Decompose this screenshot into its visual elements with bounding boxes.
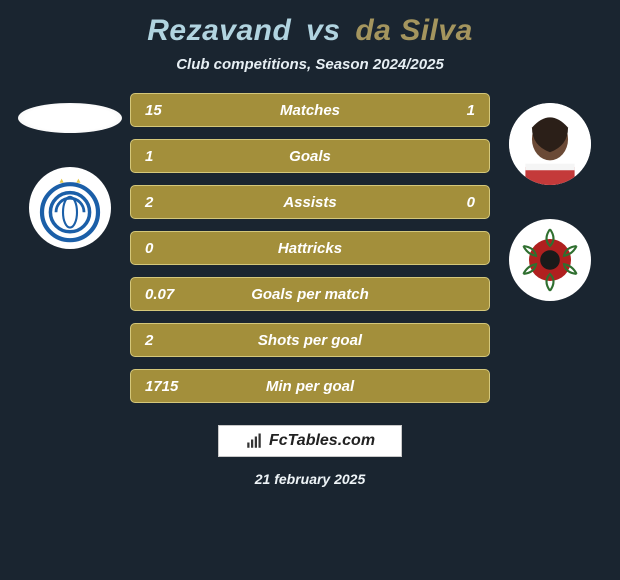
- stat-row: 15Matches1: [130, 93, 490, 127]
- stat-row: 0.07Goals per match: [130, 277, 490, 311]
- stat-label: Matches: [205, 102, 415, 119]
- stat-label: Goals per match: [205, 286, 415, 303]
- stat-right: 1: [415, 102, 475, 119]
- stat-label: Goals: [205, 148, 415, 165]
- alrayyan-logo-icon: [515, 225, 585, 295]
- player2-name: da Silva: [355, 14, 472, 47]
- stat-left: 15: [145, 102, 205, 119]
- date-text: 21 february 2025: [255, 471, 366, 487]
- stat-right: 0: [415, 194, 475, 211]
- stat-row: 1715Min per goal: [130, 369, 490, 403]
- subtitle: Club competitions, Season 2024/2025: [176, 56, 444, 73]
- stat-row: 1Goals: [130, 139, 490, 173]
- watermark: FcTables.com: [218, 425, 402, 457]
- right-side: [500, 93, 600, 301]
- infographic-container: Rezavand vs da Silva Club competitions, …: [0, 0, 620, 580]
- main-row: 15Matches11Goals2Assists00Hattricks0.07G…: [20, 93, 600, 403]
- player2-club-logo: [509, 219, 591, 301]
- stat-label: Assists: [205, 194, 415, 211]
- stat-left: 1: [145, 148, 205, 165]
- stat-row: 2Shots per goal: [130, 323, 490, 357]
- player1-club-logo: [29, 167, 111, 249]
- vs-text: vs: [306, 14, 340, 47]
- stat-label: Shots per goal: [205, 332, 415, 349]
- stat-left: 2: [145, 332, 205, 349]
- stat-label: Min per goal: [205, 378, 415, 395]
- esteghlal-logo-icon: [35, 173, 105, 243]
- stat-left: 1715: [145, 378, 205, 395]
- player2-photo: [509, 103, 591, 185]
- player1-name: Rezavand: [147, 14, 291, 47]
- comparison-title: Rezavand vs da Silva: [147, 14, 473, 48]
- stat-label: Hattricks: [205, 240, 415, 257]
- stats-column: 15Matches11Goals2Assists00Hattricks0.07G…: [130, 93, 490, 403]
- chart-icon: [245, 432, 263, 450]
- stat-row: 2Assists0: [130, 185, 490, 219]
- stat-left: 2: [145, 194, 205, 211]
- stat-row: 0Hattricks: [130, 231, 490, 265]
- watermark-text: FcTables.com: [269, 432, 375, 450]
- player1-photo: [18, 103, 122, 133]
- stat-left: 0.07: [145, 286, 205, 303]
- stat-left: 0: [145, 240, 205, 257]
- left-side: [20, 93, 120, 249]
